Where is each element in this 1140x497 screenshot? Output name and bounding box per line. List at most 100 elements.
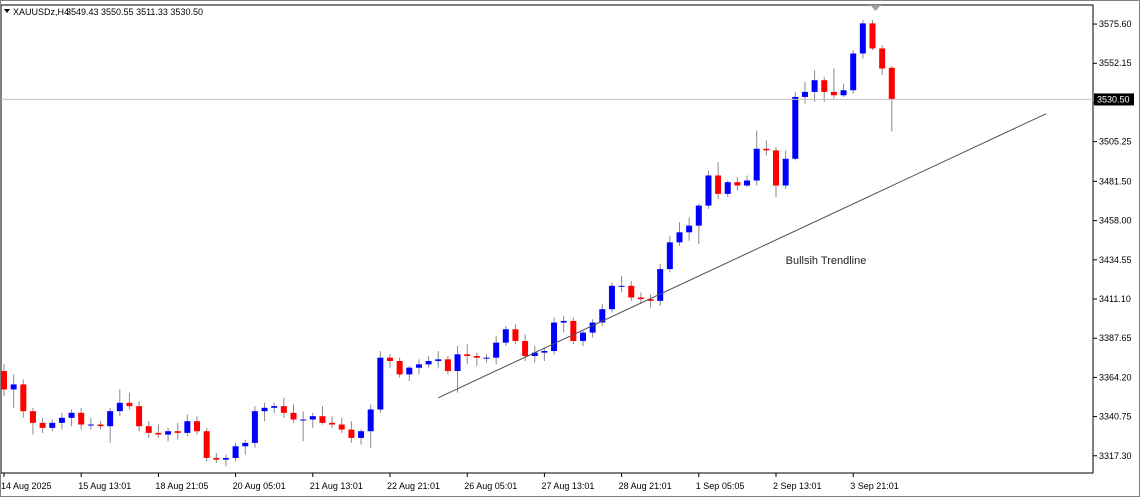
bull-candle-body (232, 446, 239, 458)
bull-candle-body (377, 357, 384, 410)
candle-6 (58, 412, 65, 430)
x-tick-label: 2 Sep 13:01 (773, 481, 822, 491)
bull-candle-body (358, 431, 365, 438)
chart-shift-marker-icon[interactable] (870, 5, 881, 11)
candle-13 (126, 392, 133, 410)
bear-candle-body (628, 285, 635, 298)
candle-68 (657, 264, 664, 306)
candle-55 (531, 345, 538, 363)
bull-candle-body (68, 412, 75, 418)
candle-53 (512, 324, 519, 345)
bear-candle-body (97, 424, 104, 427)
y-tick-label: 3552.15 (1099, 58, 1132, 68)
x-tick-label: 27 Aug 13:01 (541, 481, 594, 491)
ohlc-readout: 3549.43 3550.55 3511.33 3530.50 (66, 7, 203, 17)
candle-42 (406, 366, 413, 382)
candle-10 (97, 421, 104, 430)
bear-candle-body (194, 421, 200, 432)
bull-candle-body (261, 407, 268, 412)
bear-candle-body (29, 411, 36, 423)
candle-83 (801, 81, 808, 104)
bull-candle-body (724, 182, 731, 194)
candle-28 (271, 402, 278, 413)
x-tick-label: 22 Aug 21:01 (387, 481, 440, 491)
x-tick-label: 26 Aug 05:01 (464, 481, 517, 491)
x-tick-label: 21 Aug 13:01 (310, 481, 363, 491)
candle-24 (232, 442, 239, 462)
chart-menu-triangle-icon[interactable] (4, 9, 10, 13)
candle-79 (763, 140, 770, 156)
bear-candle-body (387, 357, 393, 362)
bull-candle-body (811, 80, 818, 92)
bull-candle-body (367, 409, 374, 432)
candle-12 (116, 389, 123, 417)
x-tick-label: 1 Sep 05:05 (696, 481, 745, 491)
bear-candle-body (155, 432, 162, 435)
candle-3 (29, 407, 36, 435)
bull-candle-body (599, 309, 606, 323)
candle-63 (608, 282, 615, 313)
bear-candle-body (522, 340, 529, 356)
y-tick-label: 3387.65 (1099, 333, 1132, 343)
candle-43 (415, 359, 422, 375)
bull-candle-body (695, 205, 702, 226)
bull-candle-body (801, 91, 808, 97)
candle-7 (68, 409, 75, 427)
bear-candle-body (715, 175, 722, 194)
candle-4 (39, 417, 46, 433)
bullish-trendline[interactable] (438, 113, 1047, 399)
candle-44 (425, 356, 432, 368)
candle-77 (744, 175, 751, 188)
y-tick-label: 3481.50 (1099, 176, 1132, 186)
candle-70 (676, 222, 683, 246)
candle-45 (435, 350, 442, 368)
candle-61 (589, 319, 596, 338)
candle-33 (319, 406, 326, 425)
bull-candle-body (608, 285, 615, 310)
bear-candle-body (319, 416, 326, 423)
bear-candle-body (290, 412, 297, 420)
bull-candle-body (483, 357, 490, 359)
candle-38 (367, 404, 374, 448)
bull-candle-body (859, 23, 866, 54)
bull-candle-body (415, 364, 422, 368)
candle-32 (309, 412, 316, 428)
y-tick-label: 3364.20 (1099, 372, 1132, 382)
candle-74 (715, 162, 722, 199)
bull-candle-body (753, 148, 760, 181)
candle-40 (387, 354, 393, 368)
y-tick-label: 3340.75 (1099, 412, 1132, 422)
x-tick-label: 14 Aug 2025 (1, 481, 52, 491)
candle-41 (396, 357, 403, 378)
bull-candle-body (58, 417, 65, 423)
candle-46 (444, 356, 451, 375)
bull-candle-body (49, 422, 56, 428)
x-tick-label: 15 Aug 13:01 (78, 481, 131, 491)
bull-candle-body (657, 269, 664, 301)
bear-candle-body (203, 431, 210, 458)
bull-candle-body (116, 402, 123, 412)
candle-16 (155, 424, 162, 438)
symbol-timeframe-label: XAUUSDz,H4 (13, 7, 69, 17)
bull-candle-body (589, 322, 596, 333)
candle-89 (859, 20, 866, 59)
bull-candle-body (165, 431, 172, 435)
bear-candle-body (126, 402, 133, 407)
candle-57 (551, 317, 558, 355)
bull-candle-body (551, 322, 558, 351)
bull-candle-body (242, 442, 249, 447)
candle-39 (377, 350, 384, 413)
candle-69 (666, 235, 673, 273)
bear-candle-body (136, 406, 143, 427)
bull-candle-body (744, 180, 751, 186)
candle-20 (194, 416, 200, 435)
candle-82 (792, 91, 799, 161)
y-tick-label: 3411.10 (1099, 294, 1131, 304)
candle-64 (618, 275, 625, 293)
bull-candle-body (580, 332, 586, 341)
candle-66 (637, 292, 644, 305)
bull-candle-body (666, 242, 673, 270)
candle-90 (869, 20, 876, 51)
